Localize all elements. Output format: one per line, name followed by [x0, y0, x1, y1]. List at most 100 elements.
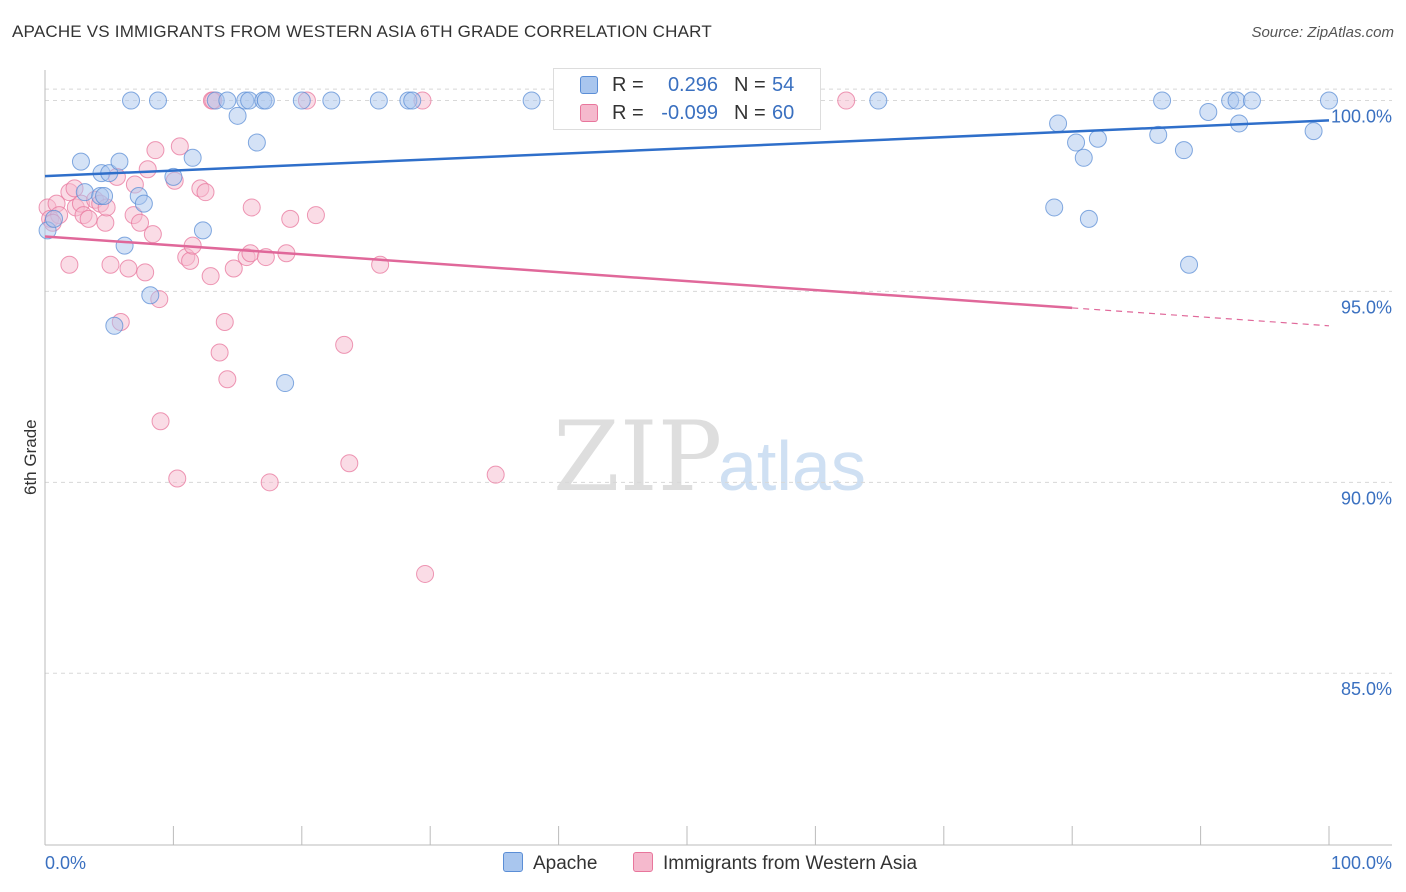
immigrants-point [196, 183, 215, 202]
watermark-atlas: atlas [718, 427, 866, 505]
grid-lines [45, 88, 1392, 674]
apache-point [322, 91, 341, 110]
series-apache-points [38, 91, 1338, 393]
apache-point [110, 152, 129, 171]
apache-point [1088, 129, 1107, 148]
apache-point [1320, 91, 1338, 110]
apache-point [1045, 198, 1064, 217]
apache-point [369, 91, 388, 110]
immigrants-point [101, 255, 120, 274]
source-label: Source: ZipAtlas.com [1251, 24, 1394, 41]
trend-lines [44, 119, 1330, 327]
apache-point [134, 194, 153, 213]
immigrants-point [837, 91, 856, 110]
apache-point [95, 186, 114, 205]
immigrants-point [218, 370, 237, 389]
legend-r-label: R = [612, 102, 644, 124]
immigrants-point [138, 160, 157, 179]
watermark: ZIP atlas [553, 401, 866, 513]
x-tick-label: 0.0% [45, 853, 86, 873]
immigrants-trend-line-extension [1072, 307, 1330, 327]
immigrants-point [143, 225, 162, 244]
series-legend-label-immigrants: Immigrants from Western Asia [663, 853, 918, 874]
apache-point [193, 221, 212, 240]
apache-point [148, 91, 167, 110]
series-legend-swatch-immigrants [633, 852, 653, 872]
chart-title: APACHE VS IMMIGRANTS FROM WESTERN ASIA 6… [12, 22, 712, 41]
apache-point [228, 106, 247, 125]
legend-r-value: 0.296 [667, 74, 718, 96]
immigrants-point [119, 259, 138, 278]
immigrants-point [201, 267, 220, 286]
legend-n-value: 60 [772, 102, 795, 124]
apache-point [1079, 209, 1098, 228]
series-legend-swatch-apache [503, 852, 523, 872]
immigrants-point [79, 209, 98, 228]
immigrants-point [416, 564, 435, 583]
immigrants-point [224, 259, 243, 278]
apache-point [522, 91, 541, 110]
legend-swatch-immigrants [580, 104, 598, 122]
legend-n-value: 54 [772, 74, 795, 96]
y-tick-label: 100.0% [1331, 107, 1392, 127]
apache-point [164, 167, 183, 186]
immigrants-point [96, 213, 115, 232]
apache-point [1174, 141, 1193, 160]
immigrants-point [181, 251, 200, 270]
immigrants-point [335, 335, 354, 354]
apache-point [1199, 102, 1218, 121]
apache-point [75, 183, 94, 202]
legend-swatch-apache [580, 76, 598, 94]
correlation-legend: R = 0.296 N = 54 R = -0.099 N = 60 [553, 68, 821, 130]
y-tick-label: 95.0% [1341, 297, 1392, 317]
apache-point [869, 91, 888, 110]
apache-point [141, 286, 160, 305]
y-tick-label: 90.0% [1341, 488, 1392, 508]
immigrants-point [340, 454, 359, 473]
legend-n-label: N = [734, 102, 766, 124]
watermark-zip: ZIP [553, 401, 722, 513]
apache-point [247, 133, 266, 152]
apache-point [1242, 91, 1261, 110]
apache-point [115, 236, 134, 255]
immigrants-point [131, 213, 150, 232]
apache-point [44, 209, 63, 228]
apache-point [105, 316, 124, 335]
series-legend-immigrants: Immigrants from Western Asia [633, 852, 917, 876]
apache-point [403, 91, 422, 110]
immigrants-point [170, 137, 189, 156]
immigrants-point [151, 412, 170, 431]
apache-point [1149, 125, 1168, 144]
apache-point [71, 152, 90, 171]
immigrants-trend-line [44, 235, 1073, 310]
apache-point [1180, 255, 1199, 274]
axis-ticks: 100.0% 95.0% 90.0% 85.0% 0.0% 100.0% [45, 107, 1392, 873]
immigrants-point [60, 255, 79, 274]
immigrants-point [281, 209, 300, 228]
series-immigrants-points [38, 91, 856, 583]
apache-point [256, 91, 275, 110]
immigrants-point [242, 198, 261, 217]
immigrants-point [136, 263, 155, 282]
immigrants-point [306, 206, 325, 225]
immigrants-point [260, 473, 279, 492]
legend-n-label: N = [734, 74, 766, 96]
legend-r-label: R = [612, 74, 644, 96]
apache-point [276, 374, 295, 393]
apache-point [122, 91, 141, 110]
x-tick-label: 100.0% [1331, 853, 1392, 873]
apache-point [1067, 133, 1086, 152]
immigrants-point [215, 312, 234, 331]
series-legend-apache: Apache [503, 852, 597, 876]
apache-point [1227, 91, 1246, 110]
apache-point [218, 91, 237, 110]
immigrants-point [146, 141, 165, 160]
apache-trend-line [44, 119, 1330, 178]
apache-point [1074, 148, 1093, 167]
immigrants-point [168, 469, 187, 488]
apache-point [1304, 122, 1323, 141]
apache-point [183, 148, 202, 167]
immigrants-point [486, 465, 505, 484]
y-tick-label: 85.0% [1341, 679, 1392, 699]
